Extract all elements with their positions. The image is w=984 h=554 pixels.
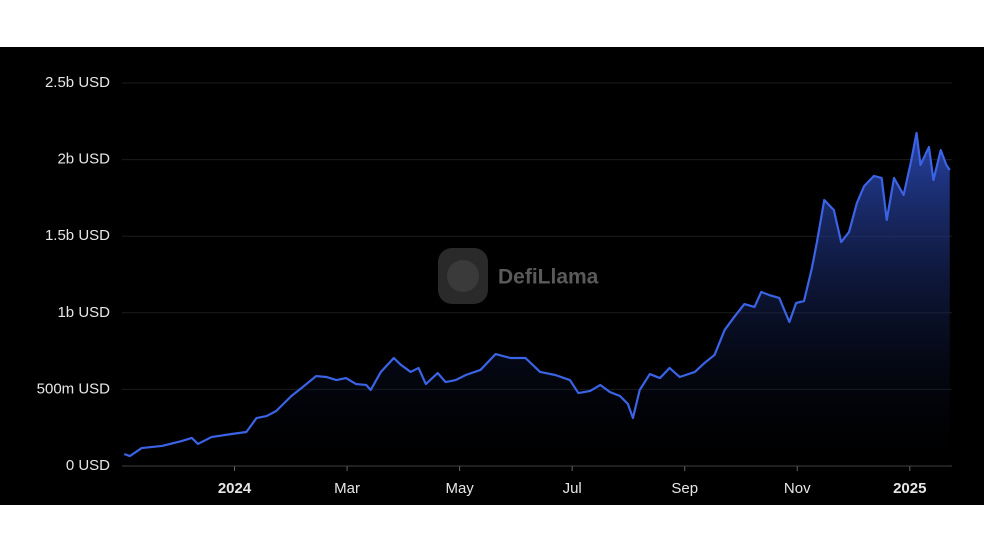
y-tick-label: 500m USD xyxy=(37,380,111,397)
x-tick-label: Mar xyxy=(334,480,360,497)
watermark-logo xyxy=(438,248,488,304)
watermark: DefiLlama xyxy=(498,266,599,289)
y-tick-label: 0 USD xyxy=(66,457,110,474)
x-tick-label: May xyxy=(445,480,474,497)
area xyxy=(124,132,950,466)
y-tick-label: 1.5b USD xyxy=(45,227,110,244)
x-tick-label: Jul xyxy=(563,480,582,497)
x-tick-label: 2024 xyxy=(218,480,252,497)
x-tick-label: 2025 xyxy=(893,480,926,497)
y-tick-label: 2b USD xyxy=(57,151,110,168)
y-tick-label: 2.5b USD xyxy=(45,74,110,91)
x-tick-label: Nov xyxy=(784,480,811,497)
line xyxy=(123,131,951,458)
x-tick-label: Sep xyxy=(671,480,698,497)
y-tick-label: 1b USD xyxy=(57,304,110,321)
